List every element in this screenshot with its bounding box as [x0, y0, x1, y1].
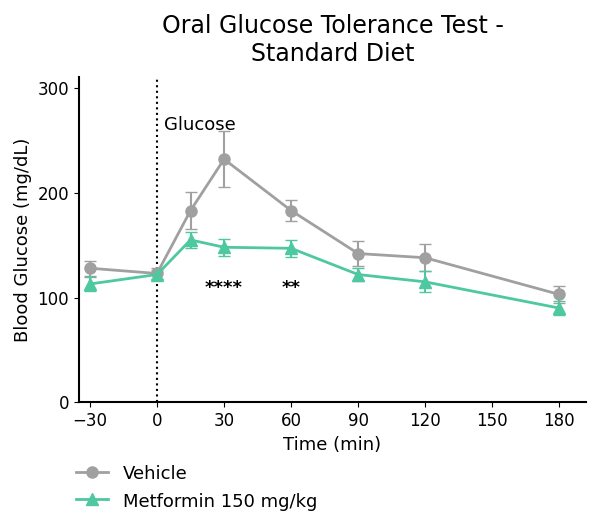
Title: Oral Glucose Tolerance Test -
Standard Diet: Oral Glucose Tolerance Test - Standard D…	[161, 14, 503, 66]
Text: ****: ****	[205, 279, 243, 297]
Y-axis label: Blood Glucose (mg/dL): Blood Glucose (mg/dL)	[14, 138, 32, 342]
Text: Glucose: Glucose	[164, 116, 235, 134]
X-axis label: Time (min): Time (min)	[283, 436, 382, 454]
Legend: Vehicle, Metformin 150 mg/kg: Vehicle, Metformin 150 mg/kg	[68, 458, 325, 516]
Text: **: **	[281, 279, 301, 297]
